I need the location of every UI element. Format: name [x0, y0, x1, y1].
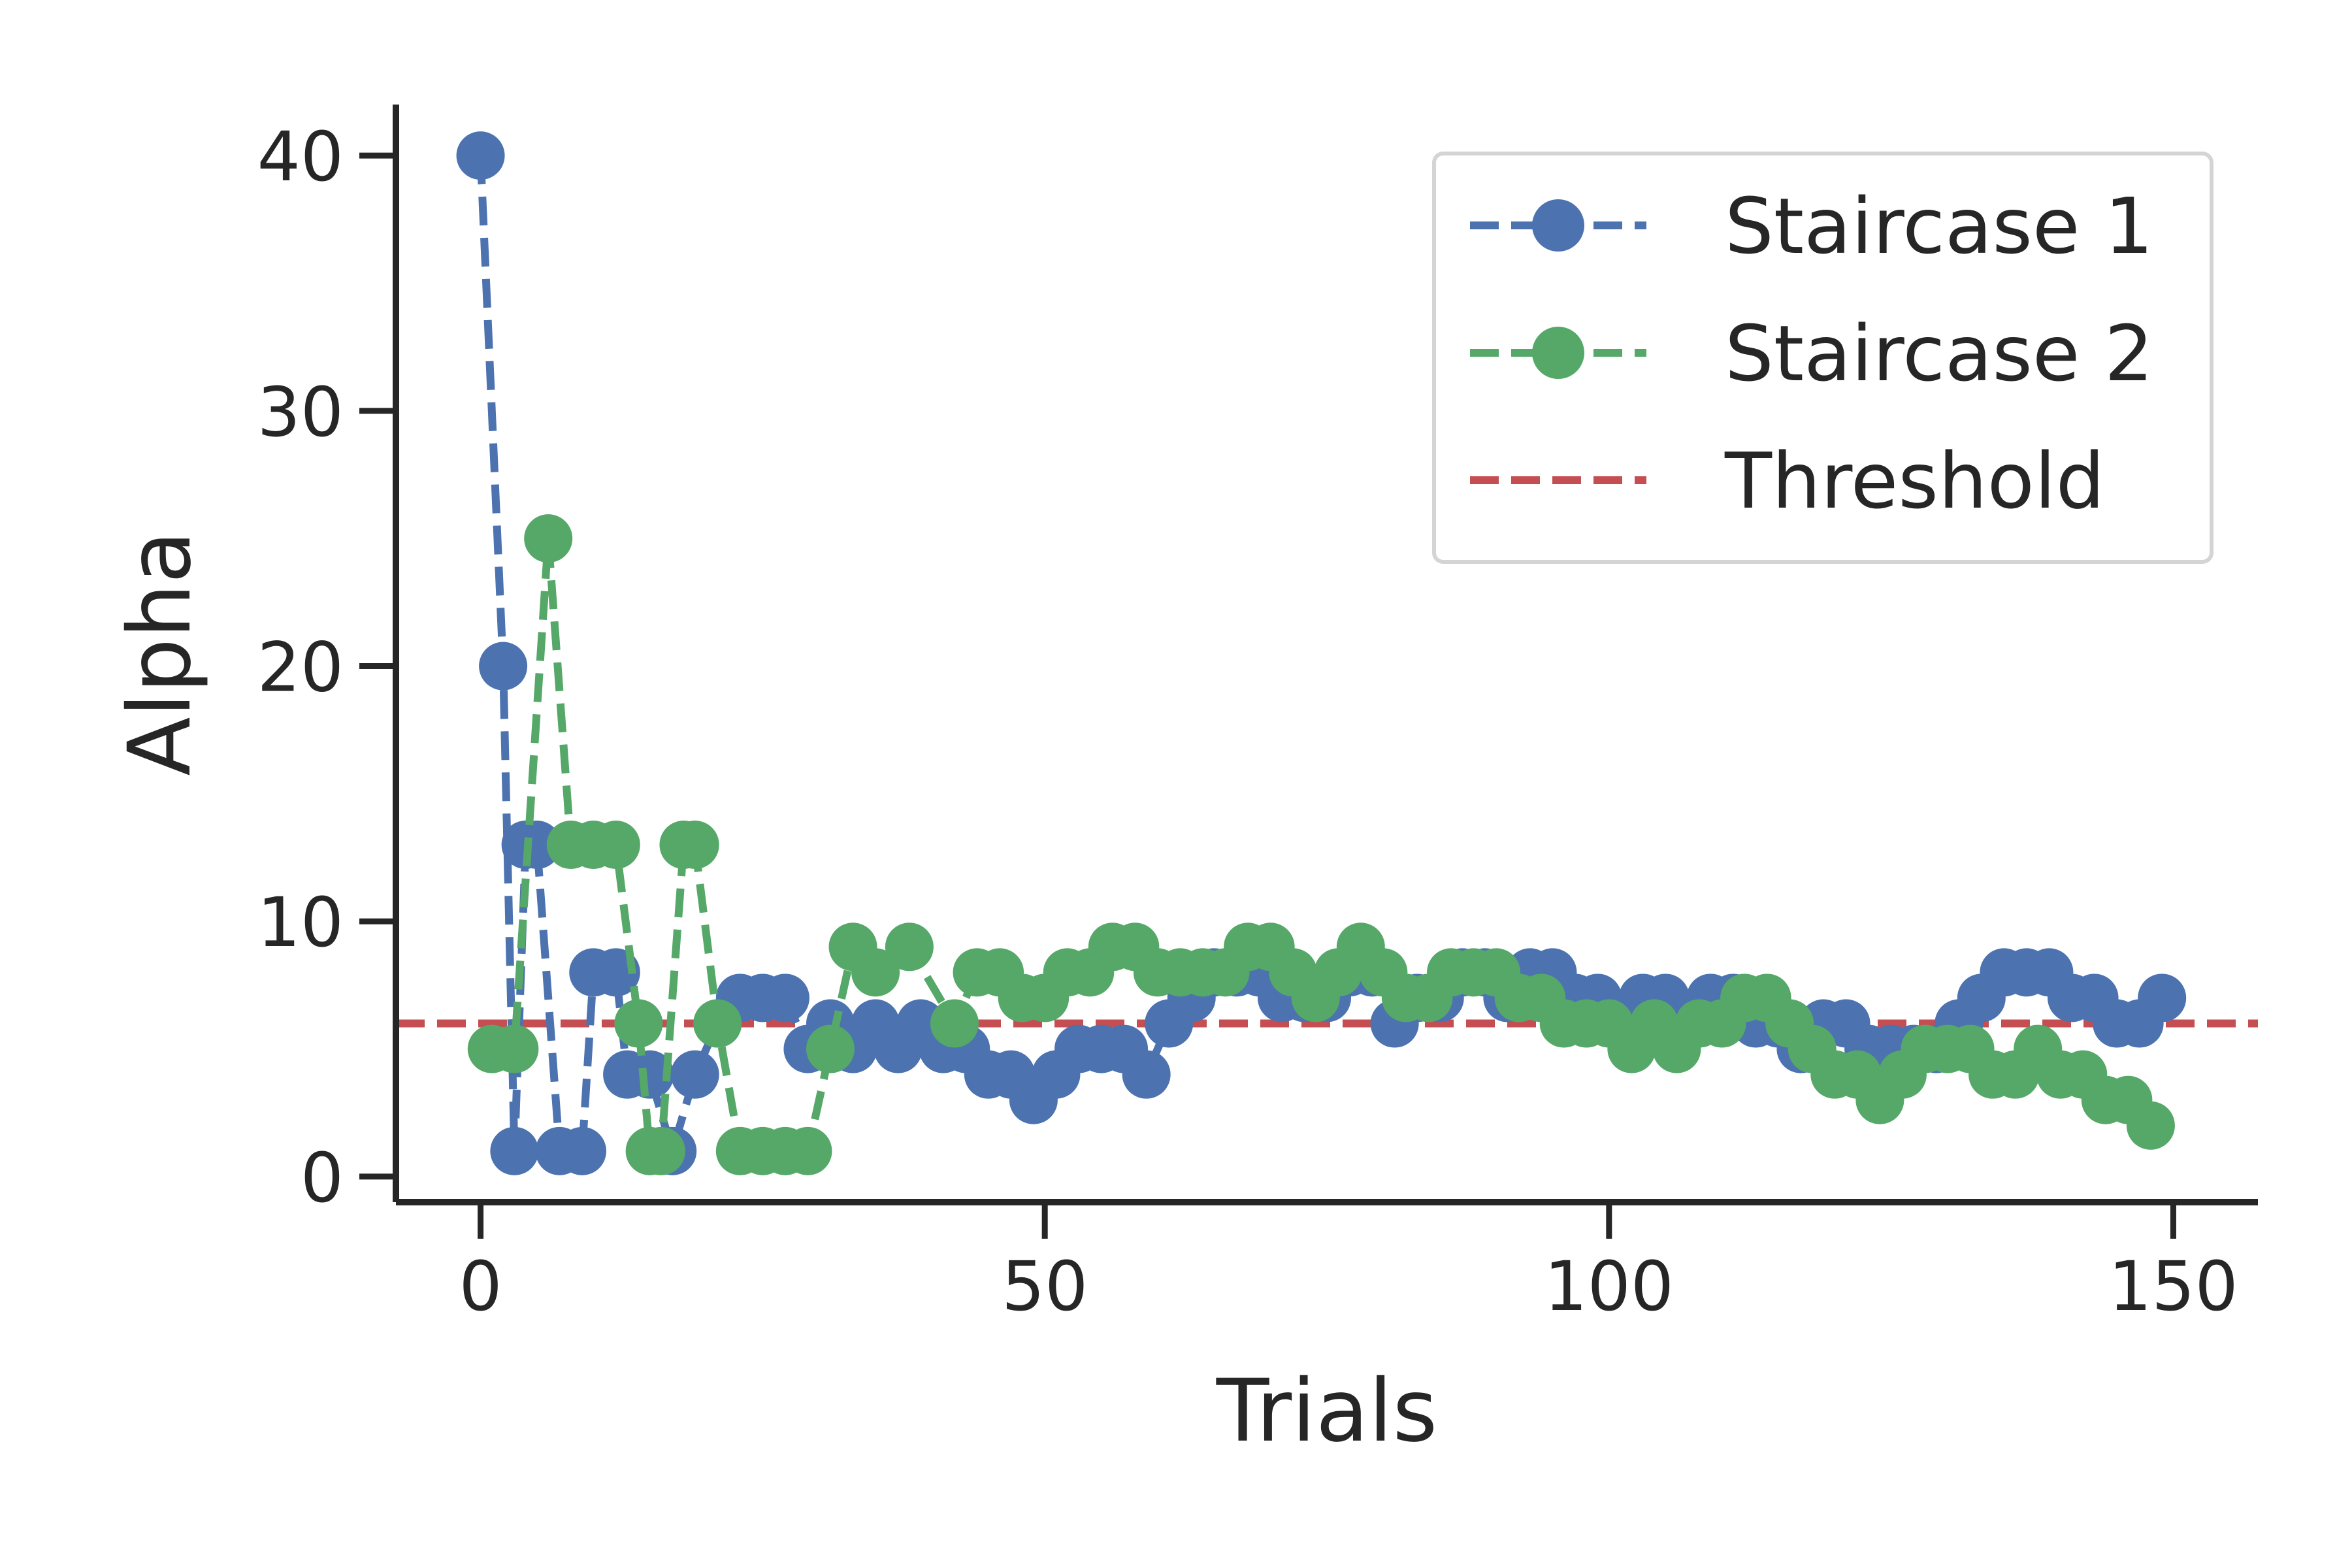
y-tick-label: 40: [257, 117, 344, 197]
legend-label-staircase-2: Staircase 2: [1725, 308, 2153, 399]
data-point: [806, 1024, 855, 1073]
data-point: [885, 923, 934, 972]
y-tick-label: 10: [257, 883, 344, 962]
data-point: [783, 1126, 832, 1175]
legend-marker-staircase-1: [1532, 199, 1584, 252]
y-axis-label: Alpha: [110, 531, 210, 776]
data-point: [524, 514, 573, 563]
legend-entry-staircase-2: Staircase 2: [1470, 308, 2153, 399]
series-layer: [456, 131, 2187, 1175]
legend-marker-staircase-2: [1532, 327, 1584, 379]
x-tick-label: 100: [1544, 1247, 1674, 1326]
x-axis-label: Trials: [1216, 1361, 1438, 1462]
data-point: [558, 1126, 606, 1175]
data-point: [456, 131, 505, 180]
axes-layer: 0 50 100 150 0 10 20 30 40: [257, 105, 2258, 1326]
data-point: [1122, 1050, 1171, 1099]
data-point: [670, 821, 719, 870]
legend-entry-staircase-1: Staircase 1: [1470, 181, 2153, 271]
data-point: [614, 999, 663, 1048]
data-point: [625, 1050, 674, 1099]
data-point: [591, 821, 640, 870]
x-tick-label: 0: [459, 1247, 502, 1326]
legend-entry-threshold: Threshold: [1470, 436, 2105, 526]
data-point: [851, 948, 900, 997]
data-point: [2126, 1101, 2175, 1150]
series-2: [467, 514, 2175, 1175]
data-point: [636, 1126, 685, 1175]
legend-box: [1432, 152, 2213, 564]
data-point: [479, 642, 528, 691]
data-point: [670, 1050, 719, 1099]
data-point: [693, 999, 742, 1048]
data-point: [2138, 973, 2187, 1022]
y-tick-label: 20: [257, 628, 344, 708]
data-point: [490, 1024, 539, 1073]
data-point: [760, 973, 809, 1022]
x-tick-label: 50: [1002, 1247, 1088, 1326]
data-point: [490, 1126, 539, 1175]
x-tick-label: 150: [2108, 1247, 2238, 1326]
legend-label-threshold: Threshold: [1724, 436, 2105, 526]
data-point: [930, 999, 979, 1048]
legend: Staircase 1 Staircase 2 Threshold: [1432, 152, 2213, 564]
y-tick-label: 30: [257, 372, 344, 452]
legend-label-staircase-1: Staircase 1: [1725, 181, 2153, 271]
y-tick-label: 0: [301, 1138, 344, 1218]
